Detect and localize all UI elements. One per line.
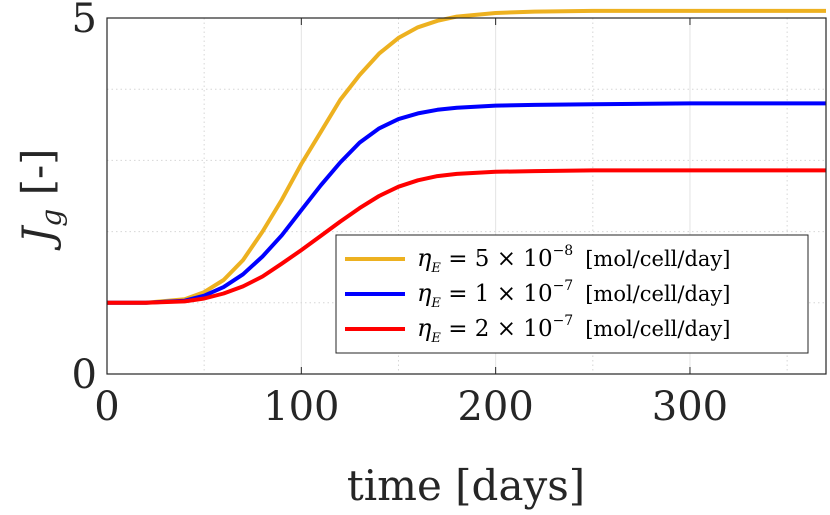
x-tick-label: 200	[457, 384, 533, 430]
legend-items: ηE = 5 × 10−8 [mol/cell/day]ηE = 1 × 10−7…	[345, 243, 730, 346]
x-axis-label: time [days]	[347, 461, 585, 510]
tick-labels: 0 100 200 300 0 5	[72, 0, 729, 430]
x-tick-label: 100	[263, 384, 339, 430]
y-axis-label-symbol: J	[13, 225, 62, 252]
plot-frame	[106, 17, 827, 375]
legend: ηE = 5 × 10−8 [mol/cell/day]ηE = 1 × 10−7…	[335, 234, 809, 354]
series-lines	[107, 8, 826, 305]
legend-label-1: ηE = 5 × 10−8 [mol/cell/day]	[417, 243, 730, 276]
x-tick-label: 300	[652, 384, 728, 430]
series-line-2	[107, 101, 826, 305]
series-line-3	[107, 168, 826, 305]
svg-text:Jg [-]: Jg [-]	[13, 148, 68, 251]
series-line-1	[107, 8, 826, 305]
y-tick-label: 0	[72, 352, 97, 398]
x-tick-label: 0	[94, 384, 119, 430]
legend-label-2: ηE = 1 × 10−7 [mol/cell/day]	[417, 278, 730, 311]
y-axis-label-unit: [-]	[13, 148, 62, 195]
legend-label-3: ηE = 2 × 10−7 [mol/cell/day]	[417, 313, 730, 346]
y-axis-label: Jg [-]	[13, 148, 68, 251]
y-axis-label-subscript: g	[35, 209, 68, 227]
y-tick-label: 5	[72, 0, 97, 42]
legend-box	[335, 234, 809, 354]
